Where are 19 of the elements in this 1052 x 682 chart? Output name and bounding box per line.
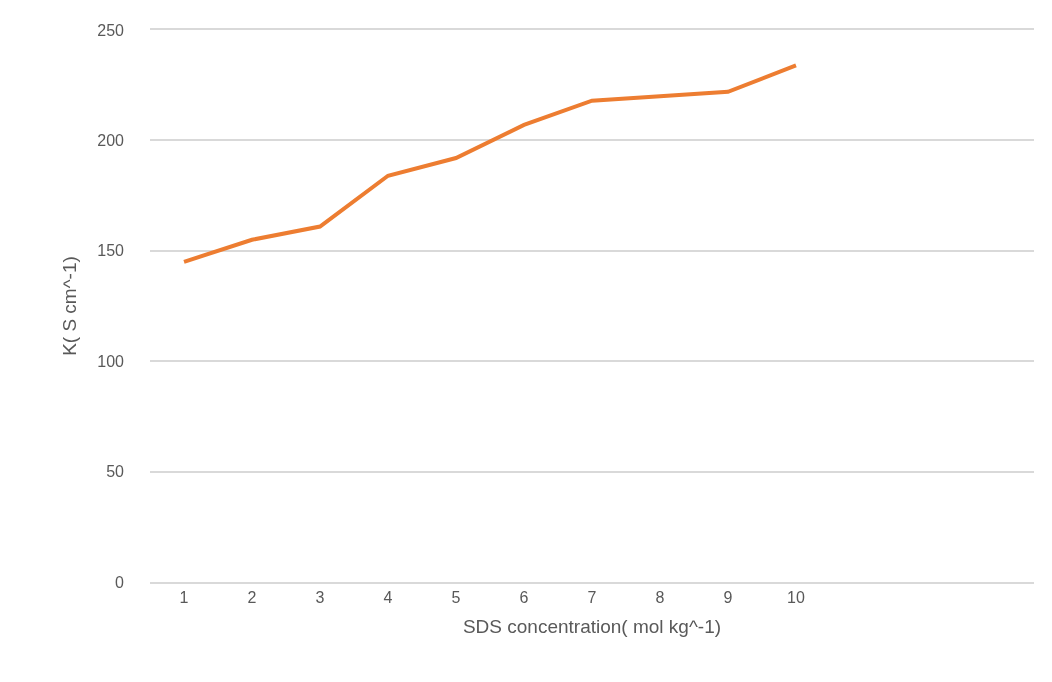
x-tick-label: 7 [587,588,597,606]
x-tick-label: 4 [383,588,393,606]
x-tick-label: 6 [519,588,529,606]
line-series [182,63,798,264]
y-tick-label: 150 [97,242,125,260]
y-tick-label: 250 [97,21,125,39]
x-tick-label: 3 [315,588,325,606]
x-tick-label: 8 [655,588,665,606]
y-axis-title: K( S cm^-1) [59,256,81,356]
y-tick-label: 50 [106,463,125,481]
y-tick-label: 200 [97,132,125,149]
x-tick-label: 1 [179,588,189,606]
y-tick-label: 0 [115,573,125,591]
y-tick-label: 100 [97,352,125,370]
x-tick-label: 10 [787,588,805,606]
x-tick-label: 5 [451,588,461,606]
x-axis-title: SDS concentration( mol kg^-1) [462,616,722,638]
x-tick-label: 2 [247,588,257,606]
x-tick-label: 9 [723,588,733,606]
